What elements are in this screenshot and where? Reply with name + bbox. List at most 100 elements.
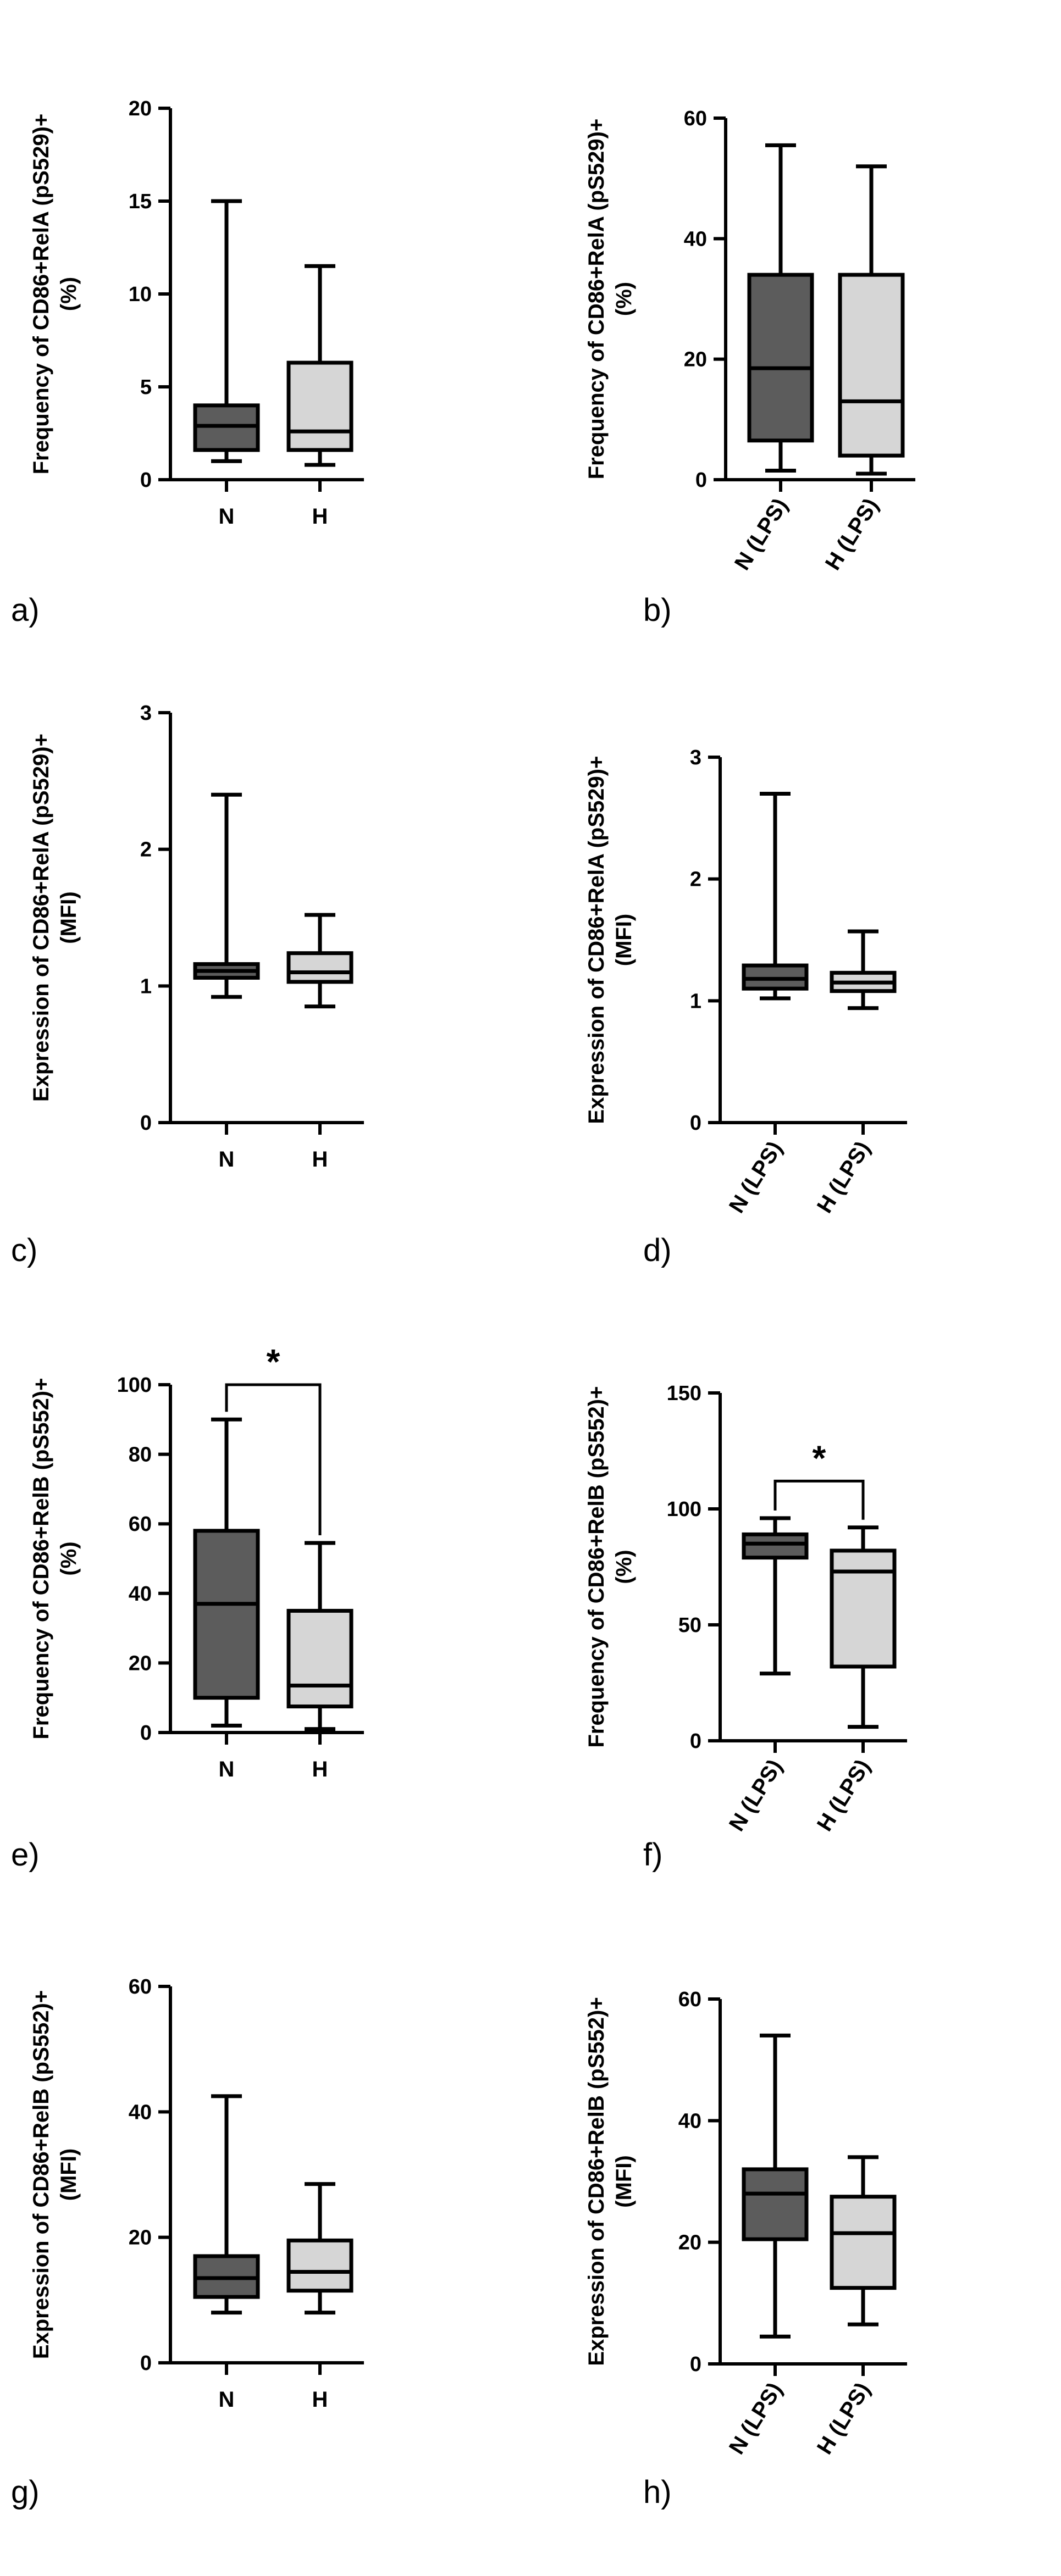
y-tick-label: 0: [140, 2352, 152, 2375]
panel-label: g): [11, 2474, 40, 2510]
chart-panel-h: 0 20 40 60 Expression of CD86+RelB (pS552)+(…: [584, 1988, 907, 2510]
y-axis-label-line: Frequency of CD86+RelB (pS552)+: [29, 1378, 53, 1740]
y-axis-label-line: (MFI): [57, 2148, 81, 2201]
panel-label: f): [643, 1837, 662, 1873]
box-iqr: [830, 1548, 897, 1669]
box-h-lps: [838, 164, 905, 476]
y-axis-label-line: (%): [57, 277, 81, 311]
box-h: [286, 913, 353, 1009]
x-category-label: H: [312, 504, 328, 529]
y-tick-label: 50: [678, 1614, 701, 1637]
y-tick-label: 1: [690, 990, 701, 1013]
x-category-label: H: [312, 1147, 328, 1172]
y-tick-label: 40: [129, 1583, 152, 1606]
y-axis-label-line: (MFI): [57, 891, 81, 944]
y-tick-label: 100: [117, 1374, 152, 1397]
x-category-label: N: [219, 504, 235, 529]
y-tick-label: 60: [678, 1988, 701, 2011]
y-axis-label: Expression of CD86+RelB (pS552)+ (MFI): [29, 1990, 81, 2359]
y-tick-label: 150: [667, 1382, 701, 1405]
y-axis-label-line: (%): [57, 1541, 81, 1575]
y-axis-label-line: Expression of CD86+RelB (pS552)+: [29, 1990, 53, 2359]
box-n-lps: [742, 2033, 809, 2339]
x-category-label: H (LPS): [813, 1755, 875, 1835]
y-axis-label: Frequency of CD86+RelA (pS529)+ (%): [584, 119, 636, 480]
chart-panel-g: 0 20 40 60 Expression of CD86+RelB (pS552)+(…: [11, 1975, 364, 2510]
box-iqr: [286, 951, 353, 984]
panel-label: b): [643, 592, 672, 628]
x-category-label: H (LPS): [813, 2378, 875, 2458]
y-tick-label: 0: [695, 469, 707, 492]
box-n-lps: [742, 792, 809, 1001]
y-axis-label-line: (%): [612, 1550, 636, 1584]
box-iqr: [747, 273, 814, 443]
x-category-label: N: [219, 1147, 235, 1172]
y-tick-label: 0: [140, 1722, 152, 1745]
x-category-label: H: [312, 2388, 328, 2412]
box-iqr: [742, 2167, 809, 2241]
y-tick-label: 10: [129, 283, 152, 306]
box-n: [193, 2094, 260, 2315]
box-n: [193, 199, 260, 463]
box-h-lps: [830, 929, 897, 1011]
y-tick-label: 0: [690, 1730, 701, 1753]
y-tick-label: 3: [140, 702, 152, 725]
chart-panel-e: 0 20 40 60 80 100 Frequency of CD86+RelB (pS55…: [11, 1342, 364, 1873]
y-tick-label: 3: [690, 746, 701, 769]
y-axis-label-line: (%): [612, 282, 636, 316]
significance-bracket: [773, 1479, 865, 1520]
y-tick-label: 80: [129, 1444, 152, 1467]
x-category-label: H (LPS): [821, 494, 883, 574]
y-tick-label: 20: [129, 1652, 152, 1675]
box-n-lps: [742, 1516, 809, 1676]
y-axis-label: Expression of CD86+RelA (pS529)+ (MFI): [584, 756, 636, 1124]
x-category-label: N (LPS): [730, 494, 793, 574]
y-axis-label-line: Expression of CD86+RelA (pS529)+: [584, 756, 609, 1124]
y-tick-label: 0: [690, 2353, 701, 2376]
panel-label: h): [643, 2474, 672, 2510]
significance-label: *: [267, 1342, 280, 1381]
y-tick-label: 20: [129, 97, 152, 120]
box-iqr: [193, 1529, 260, 1700]
box-h-lps: [830, 1525, 897, 1729]
box-h-lps: [830, 2155, 897, 2327]
box-h: [286, 2182, 353, 2315]
chart-panel-b: 0 20 40 60 Frequency of CD86+RelA (pS529)+ (%…: [584, 107, 915, 628]
y-axis-label-line: (MFI): [612, 2155, 636, 2208]
y-tick-label: 40: [684, 227, 707, 251]
y-axis-label-line: Frequency of CD86+RelB (pS552)+: [584, 1386, 609, 1748]
box-iqr: [286, 2238, 353, 2293]
y-tick-label: 15: [129, 190, 152, 213]
y-tick-label: 40: [129, 2101, 152, 2124]
y-axis-label-line: Frequency of CD86+RelA (pS529)+: [584, 119, 609, 480]
panel-label: a): [11, 592, 40, 628]
y-tick-label: 2: [140, 839, 152, 862]
x-category-label: N: [219, 2388, 235, 2412]
box-n-lps: [747, 143, 814, 473]
y-tick-label: 2: [690, 868, 701, 891]
y-axis-label-line: Expression of CD86+RelA (pS529)+: [29, 734, 53, 1102]
y-axis-label: Frequency of CD86+RelB (pS552)+ (%): [29, 1378, 81, 1740]
y-tick-label: 20: [678, 2231, 701, 2255]
box-h: [286, 1541, 353, 1731]
x-category-label: N (LPS): [725, 1755, 787, 1835]
chart-panel-c: 0 1 2 3 Expression of CD86+RelA (pS529)+ (MFI…: [11, 702, 364, 1268]
box-n: [193, 1417, 260, 1728]
x-category-label: H (LPS): [813, 1137, 875, 1217]
y-tick-label: 0: [690, 1112, 701, 1135]
panel-label: e): [11, 1837, 40, 1873]
panel-label: c): [11, 1233, 37, 1268]
y-axis-label-line: Frequency of CD86+RelA (pS529)+: [29, 114, 53, 475]
y-tick-label: 60: [129, 1513, 152, 1536]
panel-label: d): [643, 1233, 672, 1268]
box-iqr: [286, 1608, 353, 1709]
y-tick-label: 20: [129, 2227, 152, 2250]
chart-panel-f: 0 50 100 150 Frequency of CD86+RelB (pS552)+…: [584, 1382, 907, 1873]
y-tick-label: 5: [140, 376, 152, 399]
y-tick-label: 60: [684, 107, 707, 130]
y-tick-label: 100: [667, 1498, 701, 1521]
y-axis-label: Frequency of CD86+RelB (pS552)+ (%): [584, 1386, 636, 1748]
box-iqr: [742, 1532, 809, 1560]
x-category-label: H: [312, 1757, 328, 1781]
